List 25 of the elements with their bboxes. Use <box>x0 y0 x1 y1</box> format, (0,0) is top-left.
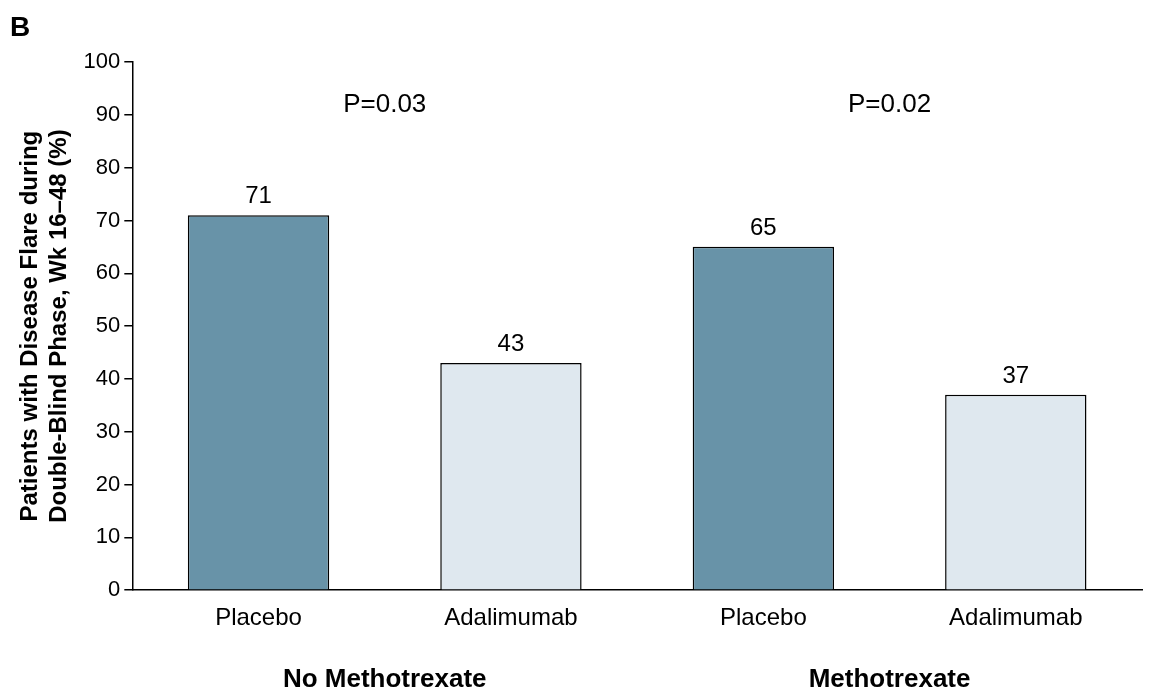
data-label: 37 <box>1002 360 1030 388</box>
y-tick-label: 50 <box>95 312 121 338</box>
y-tick-label: 60 <box>95 259 121 285</box>
data-label: 65 <box>750 212 777 240</box>
y-tick-label: 70 <box>95 206 121 232</box>
x-tick-label: Placebo <box>215 603 302 631</box>
y-tick-label: 100 <box>83 48 121 74</box>
y-tick-label: 20 <box>95 470 121 496</box>
text: B <box>10 11 31 42</box>
text: Methotrexate <box>808 663 971 693</box>
y-tick-label: 10 <box>95 523 121 549</box>
annotation: P=0.02 <box>848 88 932 118</box>
annotation: P=0.03 <box>343 88 427 118</box>
y-axis-title: Patients with Disease Flare during Double-Blind Phase, Wk 16–48 (%) <box>15 129 71 523</box>
data-label: 43 <box>497 329 525 357</box>
x-tick-label: Placebo <box>720 603 807 631</box>
y-tick-label: 40 <box>95 364 121 390</box>
x-tick-label: Adalimumab <box>949 603 1083 631</box>
y-tick-label: 0 <box>108 576 121 602</box>
y-tick-label: 90 <box>95 100 121 126</box>
data-label: 71 <box>245 181 272 209</box>
text: No Methotrexate <box>282 663 487 693</box>
y-tick-label: 80 <box>95 153 121 179</box>
x-tick-label: Adalimumab <box>444 603 578 631</box>
y-tick-label: 30 <box>95 417 121 443</box>
